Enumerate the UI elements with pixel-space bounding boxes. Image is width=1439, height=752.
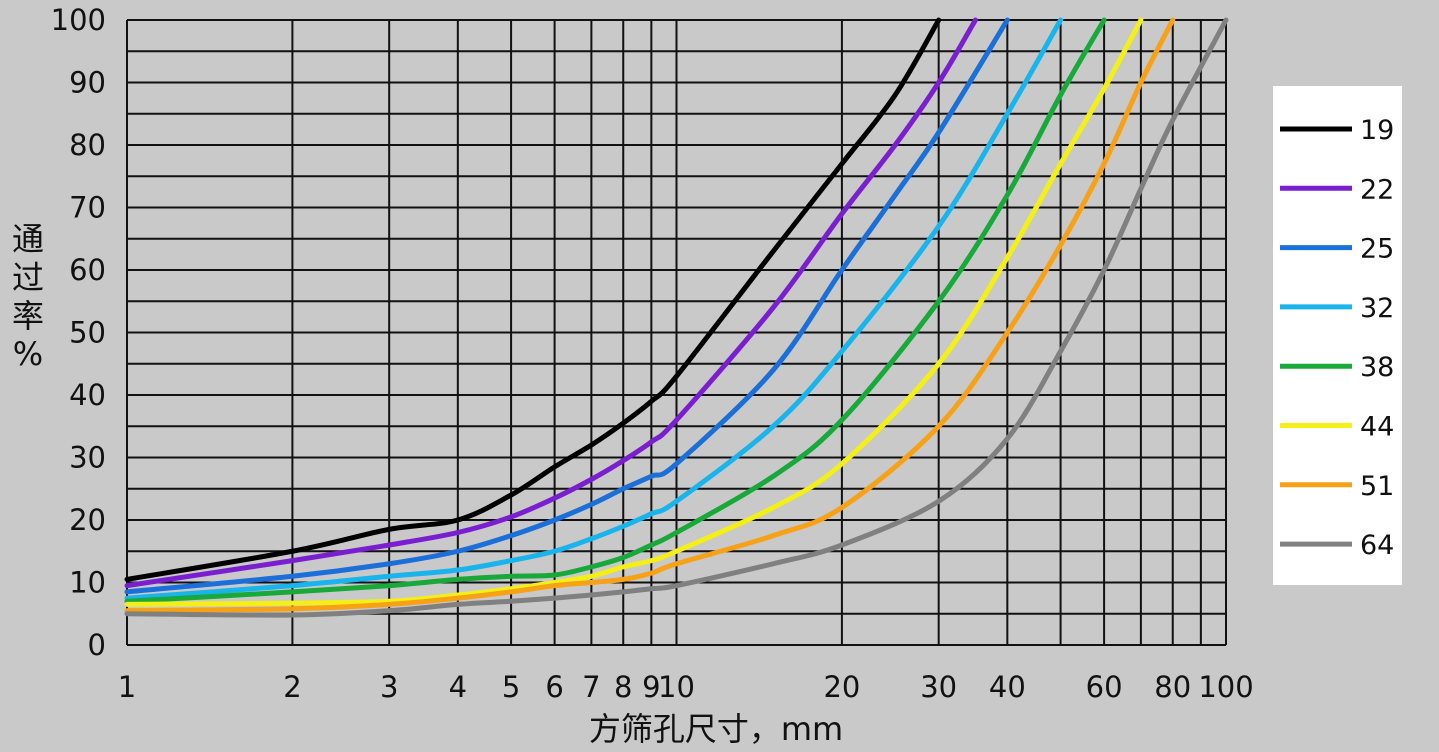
legend-box: [1273, 86, 1402, 585]
series-line-64: [124, 17, 1229, 618]
tick-labels: 1 2 3 4 5 6 7 8 910 20 30 40 60 80 1000102030405060708…: [51, 3, 1254, 704]
y-tick-label: 0: [88, 628, 106, 662]
y-tick-label: 20: [69, 503, 106, 537]
series-line-19: [124, 17, 942, 582]
series-line-32: [124, 17, 1064, 601]
x-tick-label: 7: [582, 670, 600, 704]
y-axis-label: 通过率%: [12, 220, 44, 373]
series-line-44: [124, 17, 1144, 607]
x-tick-label: 10: [658, 670, 695, 704]
x-tick-label: 3: [380, 670, 398, 704]
series-line-51: [124, 17, 1176, 614]
x-tick-label: 9: [642, 670, 660, 704]
x-tick-label: 40: [989, 670, 1026, 704]
series-line-38: [124, 17, 1107, 604]
x-tick-label: 6: [545, 670, 563, 704]
legend-label-64: 64: [1360, 530, 1394, 561]
y-tick-label: 90: [69, 66, 106, 100]
x-axis-label: 方筛孔尺寸，mm: [589, 710, 843, 748]
y-tick-label: 80: [69, 128, 106, 162]
legend-label-44: 44: [1360, 412, 1394, 443]
y-tick-label: 30: [69, 441, 106, 475]
x-tick-label: 4: [449, 670, 467, 704]
legend-label-22: 22: [1360, 174, 1394, 205]
x-tick-label: 5: [502, 670, 520, 704]
x-tick-label: 100: [1198, 670, 1253, 704]
y-tick-label: 10: [69, 566, 106, 600]
legend: 19 22 25 32 38 44 51 64: [1273, 86, 1402, 585]
x-tick-label: 30: [920, 670, 957, 704]
x-tick-label: 8: [614, 670, 632, 704]
x-tick-label: 60: [1086, 670, 1123, 704]
y-tick-label: 50: [69, 316, 106, 350]
legend-label-19: 19: [1360, 115, 1394, 146]
y-tick-label: 60: [69, 253, 106, 287]
y-tick-label: 40: [69, 378, 106, 412]
legend-label-25: 25: [1360, 234, 1394, 265]
series-line-22: [124, 17, 978, 589]
series-line-25: [124, 17, 1010, 595]
legend-label-51: 51: [1360, 471, 1394, 502]
grid: [126, 19, 1227, 646]
series-lines: [124, 17, 1229, 618]
x-tick-label: 20: [823, 670, 860, 704]
y-tick-label: 70: [69, 191, 106, 225]
legend-label-38: 38: [1360, 352, 1394, 383]
x-tick-label: 2: [283, 670, 301, 704]
x-tick-label: 80: [1154, 670, 1191, 704]
x-tick-label: 1: [118, 670, 136, 704]
legend-label-32: 32: [1360, 293, 1394, 324]
y-tick-label: 100: [51, 3, 106, 37]
